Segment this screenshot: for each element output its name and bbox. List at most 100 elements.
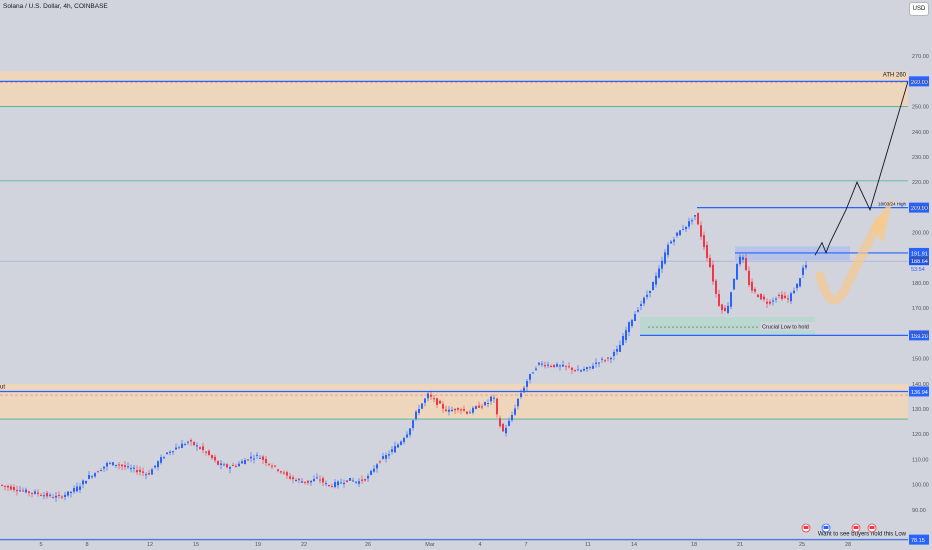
candle-body [559, 365, 561, 367]
price-tick: 240.00 [912, 130, 929, 136]
candle-body [127, 466, 129, 468]
time-tick: 7 [524, 542, 527, 548]
candle-body [175, 447, 177, 450]
candle-body [265, 458, 267, 464]
time-tick: 12 [147, 542, 153, 548]
price-tick: 150.00 [912, 357, 929, 363]
time-tick: 22 [301, 542, 307, 548]
price-tick: 260.00 [912, 79, 929, 85]
candle-body [742, 257, 744, 260]
candle-body [592, 365, 594, 369]
candle-body [577, 369, 579, 371]
candle-body [484, 402, 486, 406]
candle-body [622, 336, 624, 346]
candle-body [436, 398, 438, 406]
candle-body [352, 480, 354, 482]
candle-body [772, 300, 774, 302]
candle-body [682, 229, 684, 231]
price-tick: 90.00 [912, 508, 926, 514]
time-tick: 11 [585, 542, 591, 548]
candle-body [511, 414, 513, 421]
candle-body [208, 450, 210, 455]
candle-body [601, 358, 603, 360]
projection-arrow-head [871, 197, 893, 243]
drawings-layer: ATH 260 18/03/24 High Crucial Low to hold u… [0, 72, 909, 538]
candle-body [310, 480, 312, 483]
candle-body [277, 469, 279, 471]
candle-body [313, 478, 315, 482]
candle-body [655, 275, 657, 285]
candle-body [643, 297, 645, 304]
time-tick: Mar [425, 542, 435, 548]
candle-body [190, 439, 192, 442]
candle-body [628, 322, 630, 333]
price-tick: 140.00 [912, 382, 929, 388]
candle-body [52, 497, 54, 499]
zone-support [0, 383, 908, 420]
time-tick: 8 [85, 542, 88, 548]
candle-body [568, 366, 570, 368]
candle-body [319, 479, 321, 481]
grid-layer [0, 180, 908, 262]
candle-body [112, 462, 114, 466]
candle-body [226, 464, 228, 468]
candle-body [403, 438, 405, 443]
candle-body [547, 364, 549, 366]
candle-body [316, 477, 318, 479]
projection-path [814, 81, 909, 256]
candle-body [658, 268, 660, 278]
left-cut-label: ut [0, 384, 5, 390]
price-tick: 180.00 [912, 281, 929, 287]
candle-body [460, 409, 462, 411]
crucial-low-bg [760, 322, 816, 331]
candle-body [586, 367, 588, 369]
candle-body [349, 478, 351, 481]
candle-body [97, 471, 99, 473]
candle-body [607, 357, 609, 359]
candle-body [202, 446, 204, 451]
price-tick: 120.00 [912, 432, 929, 438]
candle-body [40, 495, 42, 497]
currency-button[interactable]: USD [909, 2, 929, 16]
candle-body [214, 456, 216, 461]
candle-body [118, 464, 120, 466]
candle-body [106, 462, 108, 467]
candle-body [142, 471, 144, 473]
price-axis: 260.00 209.90 191.91 159.20 136.94 78.15 188.6… [909, 54, 929, 545]
time-tick: 18 [691, 542, 697, 548]
candle-body [769, 301, 771, 304]
candle-body [799, 278, 801, 287]
candle-body [256, 454, 258, 456]
candle-body [16, 490, 18, 492]
candle-body [286, 472, 288, 476]
candle-body [187, 441, 189, 443]
candle-body [676, 232, 678, 236]
candle-body [793, 290, 795, 294]
candle-body [76, 486, 78, 492]
candle-body [406, 434, 408, 438]
candle-body [583, 369, 585, 371]
candle-body [763, 296, 765, 300]
candle-body [766, 301, 768, 304]
candle-body [382, 456, 384, 459]
candle-body [307, 480, 309, 483]
bottom-note: Want to see buyers hold this Low [818, 532, 907, 538]
price-tick: 110.00 [912, 457, 928, 463]
candle-body [130, 468, 132, 470]
candle-body [211, 455, 213, 459]
candle-body [34, 491, 36, 494]
candle-body [346, 480, 348, 482]
price-tick: 200.00 [912, 231, 929, 237]
level-tag-bg [909, 386, 929, 397]
candle-body [712, 264, 714, 282]
candle-body [541, 363, 543, 365]
candle-body [442, 404, 444, 409]
candle-body [55, 495, 57, 498]
level-tag-209.90: 209.90 [911, 206, 928, 212]
candle-body [703, 235, 705, 248]
candle-body [103, 466, 105, 469]
candle-body [343, 482, 345, 484]
candle-body [565, 365, 567, 367]
